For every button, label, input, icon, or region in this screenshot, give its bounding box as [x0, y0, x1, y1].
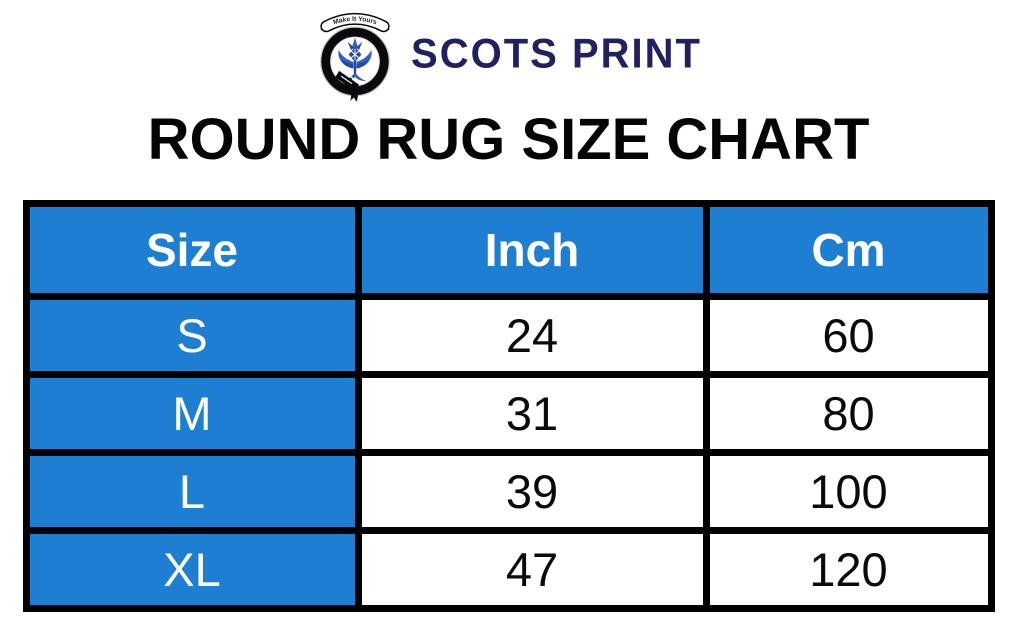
size-cell: L	[22, 449, 362, 534]
table-header-row: Size Inch Cm	[22, 200, 995, 300]
table-row-l: L 39 100	[22, 449, 995, 534]
clan-crest-logo-icon: Make It Yours	[320, 12, 390, 102]
column-header-inch: Inch	[354, 200, 710, 300]
column-header-cm: Cm	[702, 200, 995, 300]
inch-cell: 24	[354, 293, 710, 378]
table-row-xl: XL 47 120	[22, 527, 995, 612]
size-cell: XL	[22, 527, 362, 612]
size-chart-table: Size Inch Cm S 24 60 M 31 80 L 39 100	[22, 200, 995, 612]
inch-cell: 47	[354, 527, 710, 612]
size-cell: M	[22, 371, 362, 456]
column-header-size: Size	[22, 200, 362, 300]
cm-cell: 60	[702, 293, 995, 378]
belt-buckle	[335, 70, 360, 102]
table-row-s: S 24 60	[22, 293, 995, 378]
cm-cell: 100	[702, 449, 995, 534]
brand-header: Make It Yours SCOTS PRINT	[0, 0, 1017, 102]
cm-cell: 120	[702, 527, 995, 612]
banner-tagline-text: Make It Yours	[332, 16, 377, 26]
thistle-icon	[338, 37, 372, 81]
banner-ribbon: Make It Yours	[320, 12, 390, 33]
brand-name: SCOTS PRINT	[411, 30, 702, 78]
page-title: ROUND RUG SIZE CHART	[147, 107, 870, 172]
table-row-m: M 31 80	[22, 371, 995, 456]
inch-cell: 39	[354, 449, 710, 534]
cm-cell: 80	[702, 371, 995, 456]
size-cell: S	[22, 293, 362, 378]
inch-cell: 31	[354, 371, 710, 456]
